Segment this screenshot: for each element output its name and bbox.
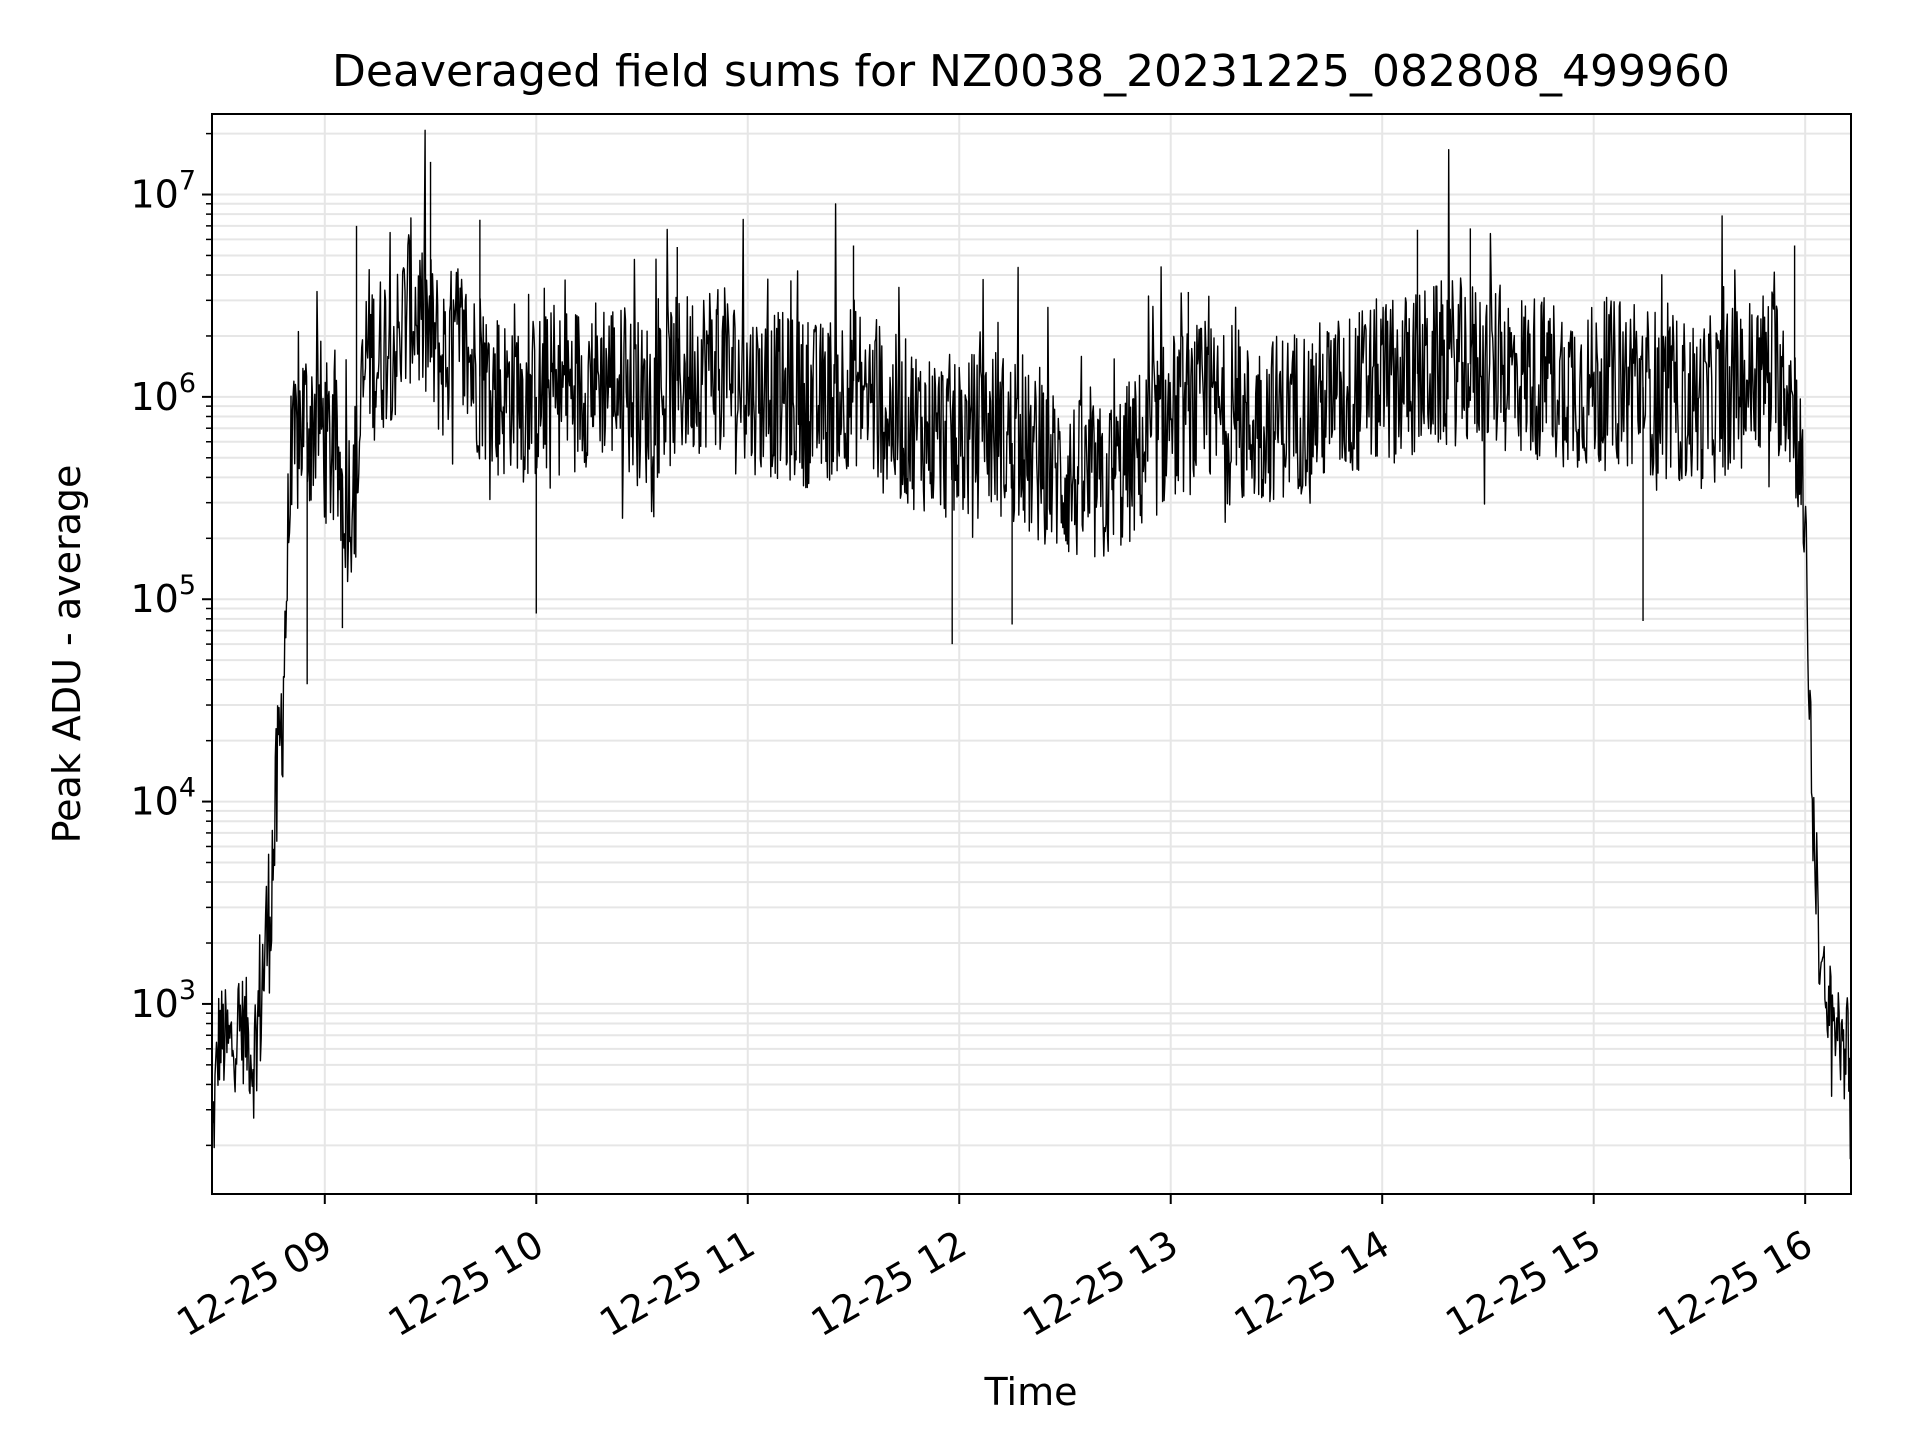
y-tick-label: 104 [130, 773, 196, 824]
y-tick-label: 107 [130, 166, 196, 217]
y-tick-label: 106 [130, 368, 196, 419]
y-tick-exponent: 3 [179, 975, 196, 1006]
y-tick-exponent: 4 [179, 773, 196, 804]
x-axis-label: Time [984, 1370, 1078, 1414]
y-axis-label: Peak ADU - average [45, 465, 89, 844]
data-series [211, 129, 1852, 1160]
y-tick-base: 10 [130, 173, 178, 217]
y-tick-label: 105 [130, 570, 196, 621]
y-tick-exponent: 5 [179, 570, 196, 601]
y-tick-base: 10 [130, 577, 178, 621]
plot-area-frame [211, 113, 1852, 1195]
grid-lines [212, 114, 1851, 1194]
y-tick-base: 10 [130, 375, 178, 419]
y-tick-exponent: 7 [179, 166, 196, 197]
chart-title: Deaveraged field sums for NZ0038_2023122… [332, 46, 1730, 97]
y-tick-label: 103 [130, 975, 196, 1026]
y-tick-base: 10 [130, 780, 178, 824]
y-tick-exponent: 6 [179, 368, 196, 399]
data-line-trace [211, 129, 1852, 1160]
y-tick-base: 10 [130, 982, 178, 1026]
